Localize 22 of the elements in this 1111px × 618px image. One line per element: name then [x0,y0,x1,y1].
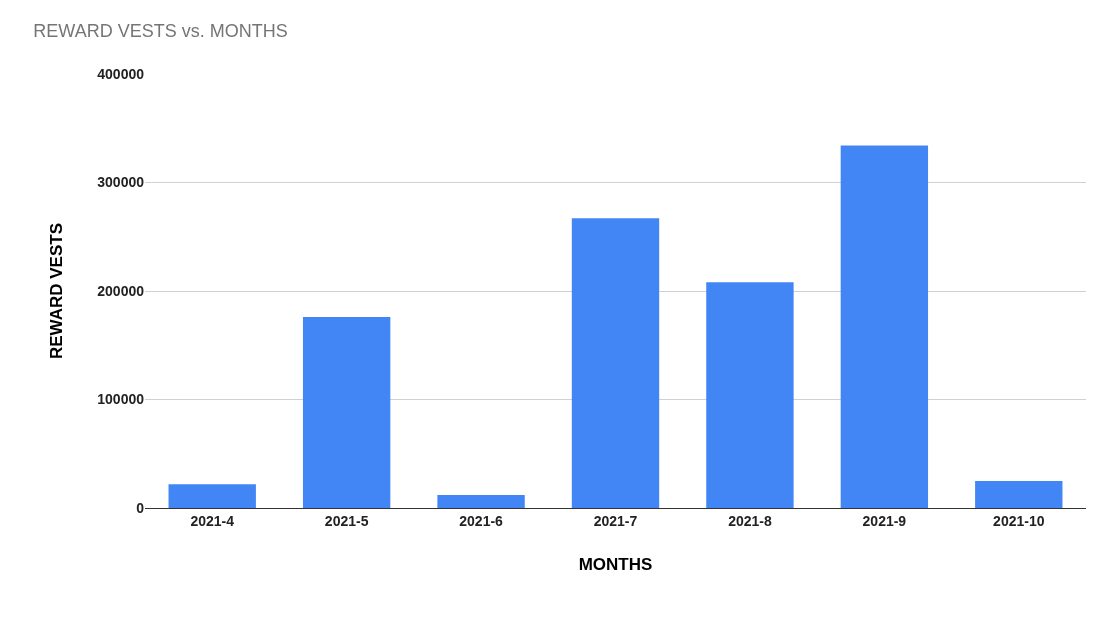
x-tick-label: 2021-8 [728,512,772,529]
y-tick-label: 200000 [97,282,145,299]
bar [975,480,1063,508]
x-tick-label: 2021-6 [459,512,504,529]
y-tick-label: 400000 [97,65,145,82]
y-tick-label: 100000 [97,391,145,408]
bar [840,145,929,508]
x-tick-label: 2021-4 [190,512,235,529]
bar [706,282,794,508]
y-tick-label: 0 [136,499,145,516]
bar [302,317,391,508]
x-tick-label: 2021-10 [993,512,1045,529]
bar [571,218,660,508]
bar [437,494,525,508]
y-axis-title: REWARD VESTS [46,222,66,360]
x-tick-label: 2021-7 [593,512,638,529]
chart-title: REWARD VESTS vs. MONTHS [33,21,288,42]
x-tick-label: 2021-5 [324,512,369,529]
x-axis-title: MONTHS [578,555,653,575]
y-tick-label: 300000 [97,174,145,191]
bar [168,484,256,508]
x-tick-label: 2021-9 [862,512,907,529]
